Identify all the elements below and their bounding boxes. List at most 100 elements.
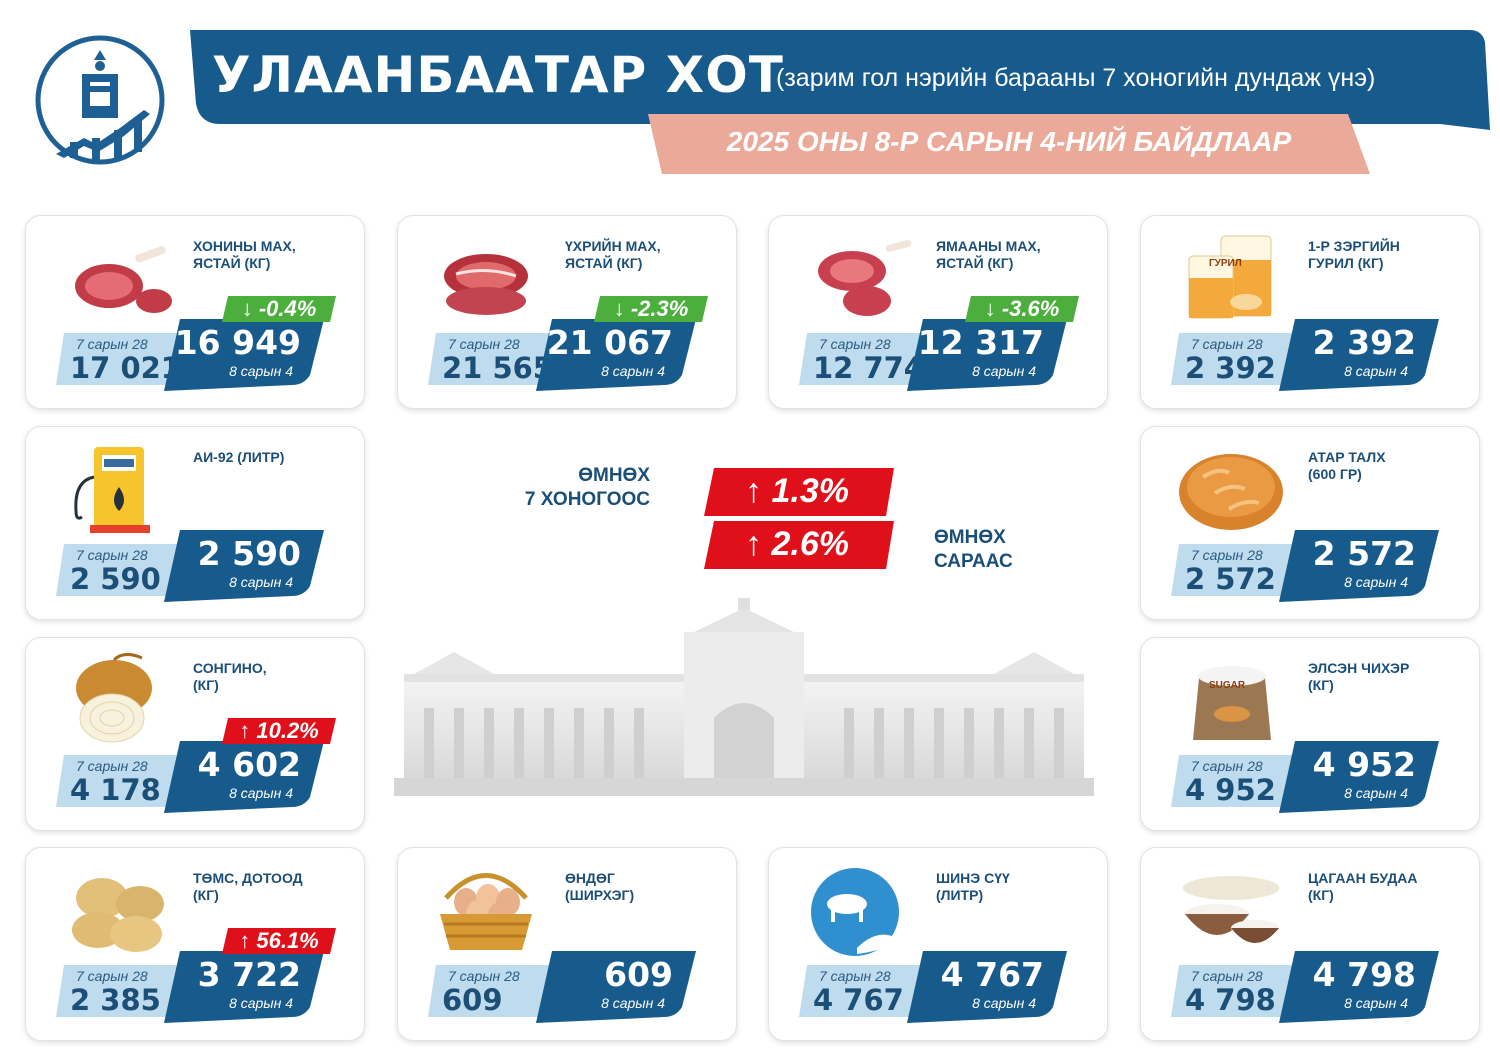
change-value: ↓ -2.3% [613,296,689,321]
current-price: 609 [604,955,673,994]
current-price-box [164,319,324,391]
current-price: 2 590 [197,534,301,573]
product-name: ЭЛСЭН ЧИХЭР (КГ) [1308,660,1410,693]
page-subtitle: (зарим гол нэрийн барааны 7 хоногийн дун… [776,64,1376,92]
current-price-box [1279,530,1439,602]
current-price-box [1279,951,1439,1023]
previous-date: 7 сарын 28 [1191,968,1263,984]
onion-icon [76,653,152,743]
current-date: 8 сарын 4 [601,363,665,379]
previous-date: 7 сарын 28 [1191,336,1263,352]
price-card: ХОНИНЫ МАХ, ЯСТАЙ (КГ) 7 сарын 28 17 021 16… [25,215,365,409]
goat-meat-icon [818,239,912,316]
fuel-pump-icon [74,447,150,533]
week-change-value: ↑ 1.3% [745,472,849,510]
previous-date: 7 сарын 28 [448,968,520,984]
previous-date: 7 сарын 28 [819,336,891,352]
previous-price: 609 [442,983,503,1017]
current-price-box [164,951,324,1023]
current-price: 4 767 [940,955,1044,994]
beef-icon [444,254,528,315]
current-price: 3 722 [197,955,301,994]
milk-icon [811,868,899,956]
change-value: ↓ -3.6% [984,296,1060,321]
price-card: ЯМААНЫ МАХ, ЯСТАЙ (КГ) 7 сарын 28 12 774 12… [768,215,1108,409]
previous-date: 7 сарын 28 [819,968,891,984]
statistics-emblem-icon [35,35,165,165]
current-price: 21 067 [546,323,673,362]
previous-price: 17 021 [70,351,181,385]
current-price: 2 572 [1312,534,1416,573]
current-price: 4 602 [197,745,301,784]
current-date: 8 сарын 4 [1344,574,1408,590]
date-band [648,114,1370,174]
previous-date: 7 сарын 28 [448,336,520,352]
change-badge [965,296,1079,322]
rice-icon [1183,876,1279,943]
previous-price: 4 952 [1185,773,1276,807]
product-name: СОНГИНО, (КГ) [193,660,267,693]
product-name: АИ-92 (ЛИТР) [193,449,285,465]
previous-date: 7 сарын 28 [76,547,148,563]
product-name: 1-Р ЗЭРГИЙН ГУРИЛ (КГ) [1308,238,1400,271]
previous-price: 2 572 [1185,562,1276,596]
current-price-box [907,951,1067,1023]
price-card: SUGAR ЭЛСЭН ЧИХЭР (КГ) 7 сарын 28 4 952 4 95… [1140,637,1480,831]
change-badge [222,718,336,744]
current-date: 8 сарын 4 [229,995,293,1011]
change-value: ↓ -0.4% [241,296,317,321]
flour-icon [1188,235,1272,319]
previous-price: 4 798 [1185,983,1276,1017]
product-name: ЦАГААН БУДАА (КГ) [1308,870,1418,903]
current-date: 8 сарын 4 [972,363,1036,379]
mutton-icon [75,246,172,313]
current-price: 4 798 [1312,955,1416,994]
potato-icon [72,878,164,952]
previous-price: 2 385 [70,983,161,1017]
current-date: 8 сарын 4 [229,785,293,801]
previous-date: 7 сарын 28 [76,758,148,774]
current-date: 8 сарын 4 [972,995,1036,1011]
price-card: ӨНДӨГ (ШИРХЭГ) 7 сарын 28 609 609 8 сарын 4 [397,847,737,1041]
price-card: АИ-92 (ЛИТР) 7 сарын 28 2 590 2 590 8 сарын … [25,426,365,620]
current-date: 8 сарын 4 [601,995,665,1011]
current-date: 8 сарын 4 [1344,785,1408,801]
week-change-badge [704,468,894,516]
price-card: АТАР ТАЛХ (600 ГР) 7 сарын 28 2 572 2 572 8 … [1140,426,1480,620]
bread-icon [1179,454,1283,530]
price-card: ШИНЭ СҮҮ (ЛИТР) 7 сарын 28 4 767 4 767 8 сар… [768,847,1108,1041]
current-date: 8 сарын 4 [229,363,293,379]
change-badge [594,296,708,322]
week-change-label: ӨМНӨХ 7 ХОНОГООС [524,465,650,510]
month-change-value: ↑ 2.6% [745,525,849,563]
current-price: 2 392 [1312,323,1416,362]
price-card: ТӨМС, ДОТООД (КГ) 7 сарын 28 2 385 3 722 8 с… [25,847,365,1041]
month-change-label: ӨМНӨХ САРААС [934,527,1013,572]
price-card: СОНГИНО, (КГ) 7 сарын 28 4 178 4 602 8 сарын… [25,637,365,831]
change-value: ↑ 10.2% [239,718,319,743]
current-date: 8 сарын 4 [1344,363,1408,379]
product-name: ЯМААНЫ МАХ, ЯСТАЙ (КГ) [936,238,1041,271]
change-value: ↑ 56.1% [239,928,319,953]
current-price: 4 952 [1312,745,1416,784]
icon-label: SUGAR [1209,680,1246,691]
price-card: ГУРИЛ 1-Р ЗЭРГИЙН ГУРИЛ (КГ) 7 сарын 28 2 3… [1140,215,1480,409]
current-price-box [164,530,324,602]
product-name: ӨНДӨГ (ШИРХЭГ) [565,870,635,903]
previous-date: 7 сарын 28 [1191,547,1263,563]
header-band [190,30,1490,130]
product-name: ШИНЭ СҮҮ (ЛИТР) [936,870,1010,903]
change-badge [222,296,336,322]
previous-price: 12 774 [813,351,924,385]
current-price: 16 949 [174,323,301,362]
current-date: 8 сарын 4 [1344,995,1408,1011]
previous-price: 4 178 [70,773,161,807]
government-palace-icon [394,598,1094,796]
current-price-box [536,319,696,391]
previous-date: 7 сарын 28 [76,968,148,984]
previous-date: 7 сарын 28 [1191,758,1263,774]
product-name: АТАР ТАЛХ (600 ГР) [1308,449,1386,482]
report-date: 2025 ОНЫ 8-Р САРЫН 4-НИЙ БАЙДЛААР [726,126,1292,157]
egg-basket-icon [440,873,532,950]
change-badge [222,928,336,954]
